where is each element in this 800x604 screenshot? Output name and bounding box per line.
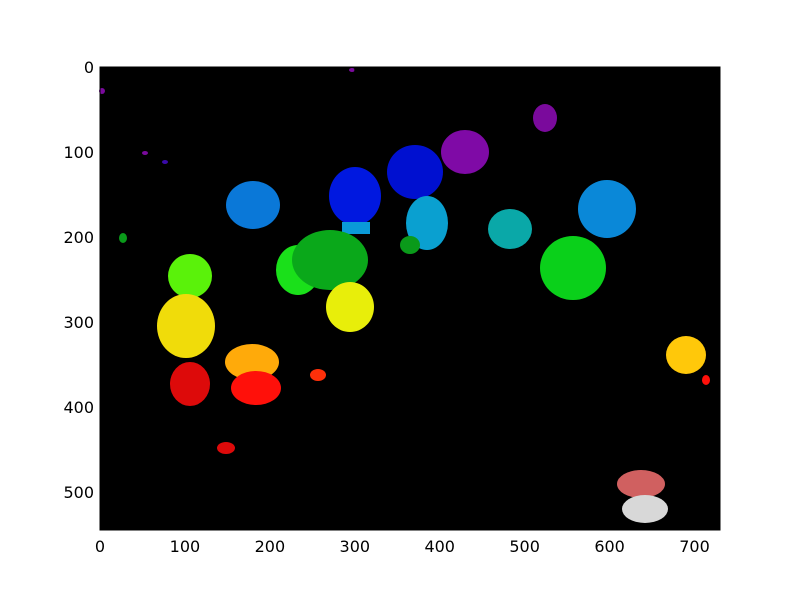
segment [441,130,489,174]
y-tick-label: 500 [63,483,94,502]
segment [387,145,443,199]
x-tick-label: 300 [340,537,371,556]
segment [702,375,710,385]
x-tick-label: 100 [170,537,201,556]
y-tick-label: 200 [63,228,94,247]
segments [99,68,710,523]
plot-frame [99,66,721,531]
segment [488,209,532,249]
segment [540,236,606,300]
segment [217,442,235,454]
x-tick-label: 600 [594,537,625,556]
segment [225,344,279,380]
segment [310,369,326,381]
y-tick-label: 0 [84,58,94,77]
image-area [100,67,720,530]
segment [119,233,127,243]
segment [231,371,281,405]
x-tick-label: 500 [509,537,540,556]
segment [406,196,448,250]
segment [617,470,665,498]
segment [170,362,210,406]
segment [349,68,355,72]
segment [329,167,381,225]
segment [292,230,368,290]
x-tick-label: 400 [424,537,455,556]
y-tick-label: 100 [63,143,94,162]
segment [168,254,212,298]
y-tick-label: 400 [63,398,94,417]
y-tick-label: 300 [63,313,94,332]
x-tick-label: 700 [679,537,710,556]
segment [342,222,370,234]
segment [578,180,636,238]
segment [666,336,706,374]
x-tick-label: 200 [255,537,286,556]
segment [533,104,557,132]
x-tick-label: 0 [95,537,105,556]
segment [226,181,280,229]
segment [162,160,168,164]
segment [157,294,215,358]
segment [400,236,420,254]
segment [326,282,374,332]
segment [622,495,668,523]
segment [142,151,148,155]
